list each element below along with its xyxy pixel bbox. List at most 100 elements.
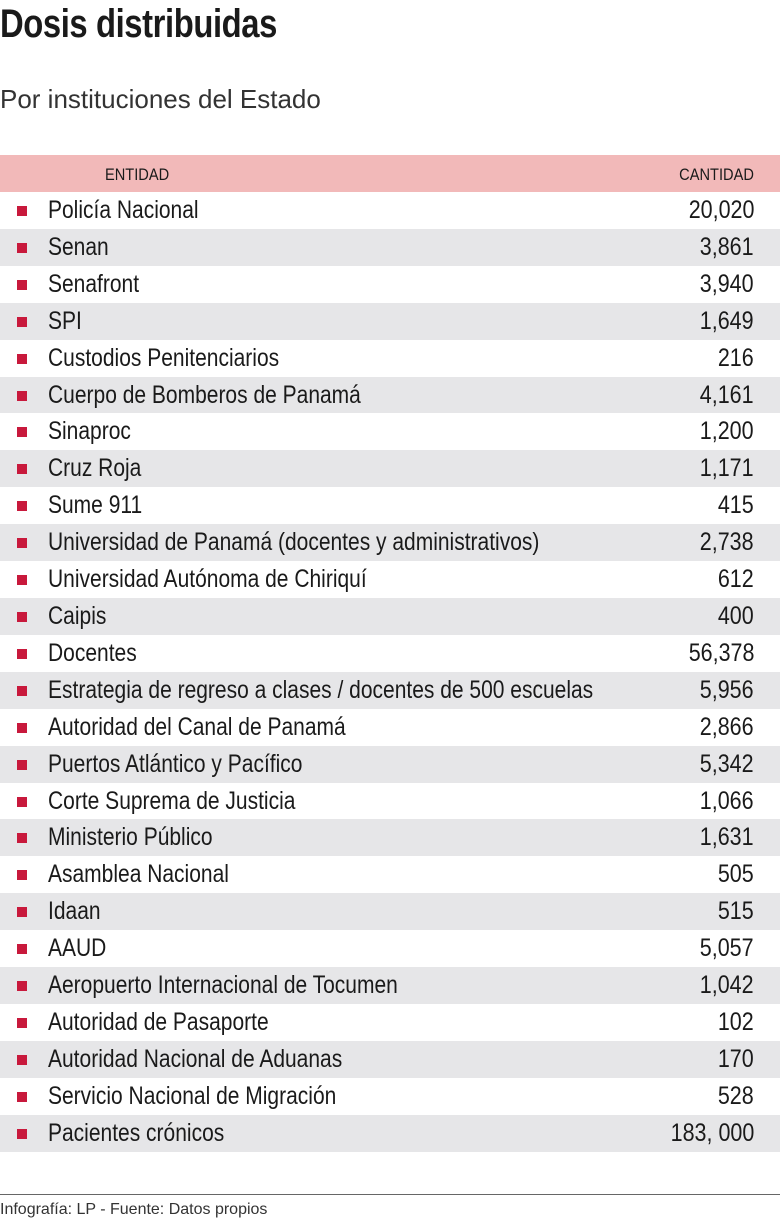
quantity-cell: 4,161: [700, 380, 754, 409]
entity-cell: Sinaproc: [48, 417, 131, 446]
bullet: [17, 1091, 27, 1102]
quantity-cell: 400: [718, 601, 754, 630]
table-row: Asamblea Nacional 505: [0, 856, 780, 893]
quantity-cell: 216: [718, 343, 754, 372]
table-row: Cruz Roja 1,171: [0, 450, 780, 488]
bullet: [17, 1017, 27, 1028]
bullet: [17, 722, 27, 733]
quantity-cell: 56,378: [688, 638, 754, 667]
table-row: Policía Nacional 20,020: [0, 192, 780, 229]
quantity-cell: 183, 000: [670, 1118, 754, 1147]
entity-cell: Autoridad de Pasaporte: [48, 1007, 269, 1036]
entity-cell: Corte Suprema de Justicia: [48, 786, 296, 815]
quantity-cell: 2,866: [700, 712, 754, 741]
entity-cell: Universidad de Panamá (docentes y admini…: [48, 528, 540, 557]
table-row: AAUD 5,057: [0, 930, 780, 967]
bullet: [17, 316, 27, 327]
entity-cell: Puertos Atlántico y Pacífico: [48, 749, 303, 778]
table-row: SPI 1,649: [0, 302, 780, 340]
table-row: Docentes 56,378: [0, 635, 780, 672]
quantity-cell: 515: [718, 897, 754, 926]
quantity-cell: 415: [718, 491, 754, 520]
table-row: Puertos Atlántico y Pacífico 5,342: [0, 745, 780, 783]
table-row: Idaan 515: [0, 893, 780, 931]
table-row: Universidad de Panamá (docentes y admini…: [0, 524, 780, 562]
column-header: CANTIDAD: [679, 165, 754, 184]
table-row: Senafront 3,940: [0, 266, 780, 303]
entity-cell: Estrategia de regreso a clases / docente…: [48, 675, 594, 704]
quantity-cell: 1,631: [700, 823, 754, 852]
column-header: ENTIDAD: [105, 165, 170, 184]
quantity-cell: 2,738: [700, 528, 754, 557]
bullet: [17, 944, 27, 955]
quantity-cell: 102: [718, 1007, 754, 1036]
entity-cell: Aeropuerto Internacional de Tocumen: [48, 971, 398, 1000]
quantity-cell: 3,861: [700, 232, 754, 261]
entity-cell: Policía Nacional: [48, 196, 199, 224]
bullet: [17, 611, 27, 622]
quantity-cell: 1,649: [700, 306, 754, 335]
entity-cell: Sume 911: [48, 491, 143, 520]
bullet: [17, 464, 27, 475]
credit: Infografía: LP - Fuente: Datos propios: [0, 1201, 268, 1218]
quantity-cell: 3,940: [700, 269, 754, 298]
bullet: [17, 1054, 27, 1065]
entity-cell: Autoridad del Canal de Panamá: [48, 712, 346, 741]
quantity-cell: 5,057: [700, 934, 754, 963]
quantity-cell: 20,020: [688, 196, 754, 224]
entity-cell: Cuerpo de Bomberos de Panamá: [48, 380, 361, 409]
table-row: Autoridad de Pasaporte 102: [0, 1004, 780, 1041]
footer-rule: [0, 1194, 780, 1195]
bullet: [17, 981, 27, 992]
bullet: [17, 538, 27, 549]
bullet: [17, 870, 27, 881]
table-row: Cuerpo de Bomberos de Panamá 4,161: [0, 376, 780, 414]
bullet: [17, 427, 27, 438]
quantity-cell: 5,956: [700, 675, 754, 704]
entity-cell: Universidad Autónoma de Chiriquí: [48, 565, 367, 594]
table-row: Estrategia de regreso a clases / docente…: [0, 671, 780, 709]
table-row: Universidad Autónoma de Chiriquí 612: [0, 561, 780, 598]
table-row: Pacientes crónicos 183, 000: [0, 1114, 780, 1152]
entity-cell: Autoridad Nacional de Aduanas: [48, 1044, 343, 1073]
bullet: [17, 1128, 27, 1139]
bullet: [17, 759, 27, 770]
bullet: [17, 353, 27, 364]
title: Dosis distribuidas: [0, 2, 277, 46]
table-row: Servicio Nacional de Migración 528: [0, 1078, 780, 1115]
bullet: [17, 575, 27, 586]
bullet: [17, 390, 27, 401]
entity-cell: Asamblea Nacional: [48, 860, 229, 889]
bullet: [17, 206, 27, 216]
quantity-cell: 1,171: [700, 454, 754, 483]
bullet: [17, 796, 27, 807]
quantity-cell: 1,066: [700, 786, 754, 815]
table-row: Caipis 400: [0, 597, 780, 635]
table-body: Policía Nacional 20,020 Senan 3,861 Senafron…: [0, 192, 780, 1152]
entity-cell: Pacientes crónicos: [48, 1118, 225, 1147]
quantity-cell: 1,200: [700, 417, 754, 446]
entity-cell: Caipis: [48, 601, 107, 630]
entity-cell: Senafront: [48, 269, 140, 298]
quantity-cell: 505: [718, 860, 754, 889]
entity-cell: Cruz Roja: [48, 454, 142, 483]
quantity-cell: 170: [718, 1044, 754, 1073]
entity-cell: Servicio Nacional de Migración: [48, 1081, 337, 1110]
quantity-cell: 528: [718, 1081, 754, 1110]
bullet: [17, 242, 27, 253]
bullet: [17, 685, 27, 696]
quantity-cell: 612: [718, 565, 754, 594]
table-row: Ministerio Público 1,631: [0, 819, 780, 857]
table-row: Custodios Penitenciarios 216: [0, 340, 780, 377]
bullet: [17, 648, 27, 659]
bullet: [17, 833, 27, 844]
table-row: Aeropuerto Internacional de Tocumen 1,042: [0, 967, 780, 1004]
bullet: [17, 501, 27, 512]
entity-cell: Docentes: [48, 638, 137, 667]
table-header: ENTIDAD CANTIDAD: [0, 155, 780, 192]
bullet: [17, 279, 27, 290]
entity-cell: Senan: [48, 232, 109, 261]
bullet: [17, 907, 27, 918]
entity-cell: Ministerio Público: [48, 823, 213, 852]
